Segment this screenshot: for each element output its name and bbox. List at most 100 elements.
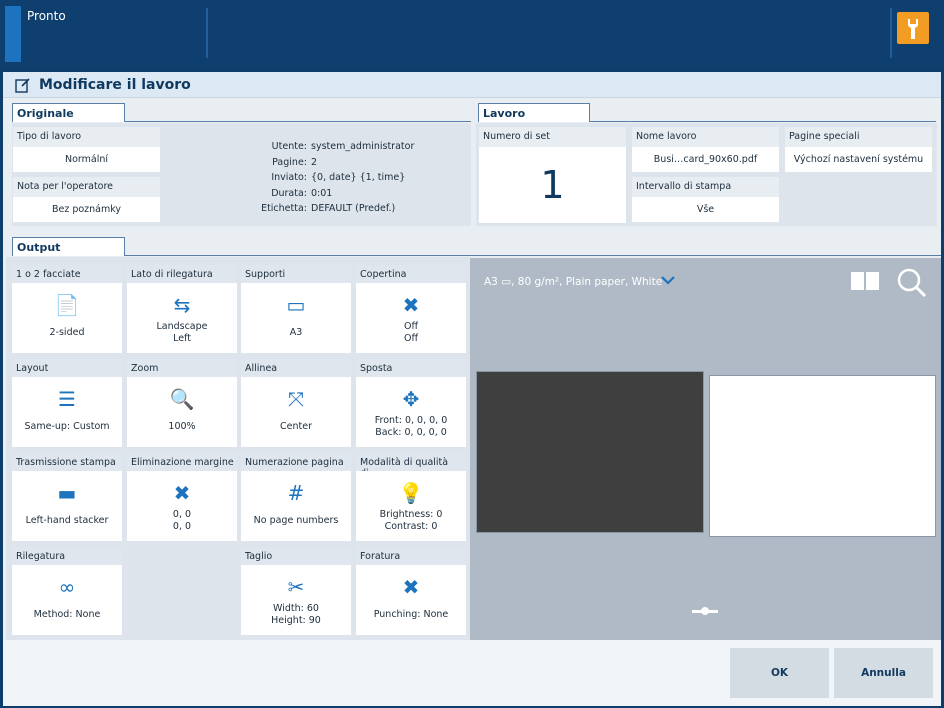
divider	[125, 121, 471, 122]
output-tile-label: Layout	[12, 359, 122, 380]
tile-value: 0, 0	[172, 521, 192, 532]
trim-icon: ✂	[287, 575, 305, 599]
output-tile-label: Taglio	[241, 547, 351, 568]
tile-value: 100%	[168, 421, 196, 432]
tile-value: Front: 0, 0, 0, 0	[374, 415, 448, 426]
tile-value: 0, 0	[172, 509, 192, 520]
tab-output: Output	[12, 237, 125, 256]
output-tile-label: Copertina	[356, 265, 466, 286]
operator-note-field[interactable]: Bez poznámky	[13, 197, 160, 222]
divider	[206, 8, 208, 58]
output-setting-tile[interactable]: ∞ Method: None	[12, 565, 122, 635]
output-setting-tile[interactable]: ☰ Same-up: Custom	[12, 377, 122, 447]
media-summary[interactable]: A3 ▭, 80 g/m², Plain paper, White	[484, 276, 663, 288]
cover-icon: ✖	[402, 293, 420, 317]
edit-job-dialog: Modificare il lavoro Originale Tipo di l…	[3, 72, 941, 706]
tile-value: Center	[280, 421, 312, 432]
output-tile-label: Zoom	[127, 359, 237, 380]
tile-value: Same-up: Custom	[24, 421, 110, 432]
tile-value: Landscape	[156, 321, 208, 332]
output-setting-tile[interactable]: # No page numbers	[241, 471, 351, 541]
special-pages-field[interactable]: Výchozí nastavení systému	[785, 147, 932, 172]
info-key: Utente:	[271, 141, 307, 152]
output-setting-tile[interactable]: ✖ 0, 0 0, 0	[127, 471, 237, 541]
output-setting-tile[interactable]: 📄 2-sided	[12, 283, 122, 353]
divider	[590, 121, 936, 122]
print-range-field[interactable]: Vše	[632, 197, 779, 222]
output-tile-label: Numerazione pagina	[241, 453, 351, 474]
tile-value: Width: 60	[273, 603, 319, 614]
cancel-button[interactable]: Annulla	[834, 648, 933, 698]
output-tile-label: Eliminazione margine	[127, 453, 237, 474]
preview-sheet-front	[476, 371, 704, 533]
output-tile-label: Supporti	[241, 265, 351, 286]
tile-value: Left	[173, 333, 191, 344]
tile-value: Brightness: 0	[379, 509, 443, 520]
output-setting-tile[interactable]: ⤧ Center	[241, 377, 351, 447]
wrench-icon[interactable]	[897, 12, 929, 44]
binding-icon: ∞	[58, 575, 76, 599]
print-preview: A3 ▭, 80 g/m², Plain paper, White	[470, 258, 941, 640]
tile-value: No page numbers	[253, 515, 339, 526]
set-count-label: Numero di set	[479, 127, 626, 148]
output-tile-label: Sposta	[356, 359, 466, 380]
printer-status: Pronto	[27, 9, 66, 23]
output-setting-tile[interactable]: ✖ Off Off	[356, 283, 466, 353]
binding-edge-icon: ⇆	[173, 293, 191, 317]
job-info-values: system_administrator 2 {0, date} {1, tim…	[311, 139, 461, 217]
output-setting-tile[interactable]: ✂ Width: 60 Height: 90	[241, 565, 351, 635]
quality-icon: 💡	[398, 481, 424, 505]
media-icon: ▭	[286, 293, 306, 317]
output-setting-tile[interactable]: ▬ Left-hand stacker	[12, 471, 122, 541]
tab-lavoro: Lavoro	[478, 103, 590, 122]
ok-button[interactable]: OK	[730, 648, 829, 698]
tile-value: Contrast: 0	[384, 521, 438, 532]
info-key: Durata:	[271, 187, 307, 199]
output-tray-icon: ▬	[57, 481, 77, 505]
divider	[125, 255, 941, 256]
output-tile-label: Lato di rilegatura	[127, 265, 237, 286]
job-info-keys: Utente: Pagine: Inviato: Durata: Etichet…	[223, 139, 307, 217]
job-name-field[interactable]: Busi…card_90x60.pdf	[632, 147, 779, 172]
output-setting-tile[interactable]: ⇆ Landscape Left	[127, 283, 237, 353]
trim-edge-icon: ✖	[173, 481, 191, 505]
output-tile-label: Allinea	[241, 359, 351, 380]
status-indicator	[5, 6, 21, 62]
book-view-icon[interactable]	[850, 270, 880, 292]
print-range-label: Intervallo di stampa	[632, 177, 779, 198]
info-value: 0:01	[311, 187, 333, 199]
info-key: Etichetta:	[261, 203, 307, 214]
output-tile-label: Trasmissione stampa	[12, 453, 122, 474]
page-number-icon: #	[287, 481, 305, 505]
shift-icon: ✥	[402, 387, 420, 411]
job-type-field[interactable]: Normální	[13, 147, 160, 172]
slider-handle-icon[interactable]	[690, 606, 720, 616]
output-setting-tile[interactable]: ▭ A3	[241, 283, 351, 353]
output-tile-label: Foratura	[356, 547, 466, 568]
output-tile-label: 1 o 2 facciate	[12, 265, 122, 286]
output-setting-tile[interactable]: 🔍 100%	[127, 377, 237, 447]
preview-sheet-back	[709, 375, 936, 537]
edit-icon	[15, 78, 30, 93]
job-type-label: Tipo di lavoro	[13, 127, 160, 148]
tile-value: Punching: None	[373, 609, 449, 620]
tile-value: Left-hand stacker	[25, 515, 109, 526]
top-bar: Pronto	[0, 0, 944, 70]
zoom-icon: 🔍	[169, 387, 195, 411]
set-count-field[interactable]: 1	[479, 147, 626, 223]
duplex-icon: 📄	[54, 293, 80, 317]
dialog-header: Modificare il lavoro	[3, 72, 941, 98]
punch-icon: ✖	[402, 575, 420, 599]
info-value: 2	[311, 156, 318, 168]
job-name-label: Nome lavoro	[632, 127, 779, 148]
tile-value: Off	[403, 333, 419, 344]
chevron-down-icon[interactable]	[660, 275, 676, 285]
tile-value: Back: 0, 0, 0, 0	[375, 427, 447, 438]
tile-value: 2-sided	[49, 327, 85, 338]
align-icon: ⤧	[288, 387, 304, 411]
output-tile-label: Rilegatura	[12, 547, 122, 568]
output-setting-tile[interactable]: ✥ Front: 0, 0, 0, 0 Back: 0, 0, 0, 0	[356, 377, 466, 447]
zoom-icon[interactable]	[896, 267, 928, 299]
output-setting-tile[interactable]: 💡 Brightness: 0 Contrast: 0	[356, 471, 466, 541]
output-setting-tile[interactable]: ✖ Punching: None	[356, 565, 466, 635]
